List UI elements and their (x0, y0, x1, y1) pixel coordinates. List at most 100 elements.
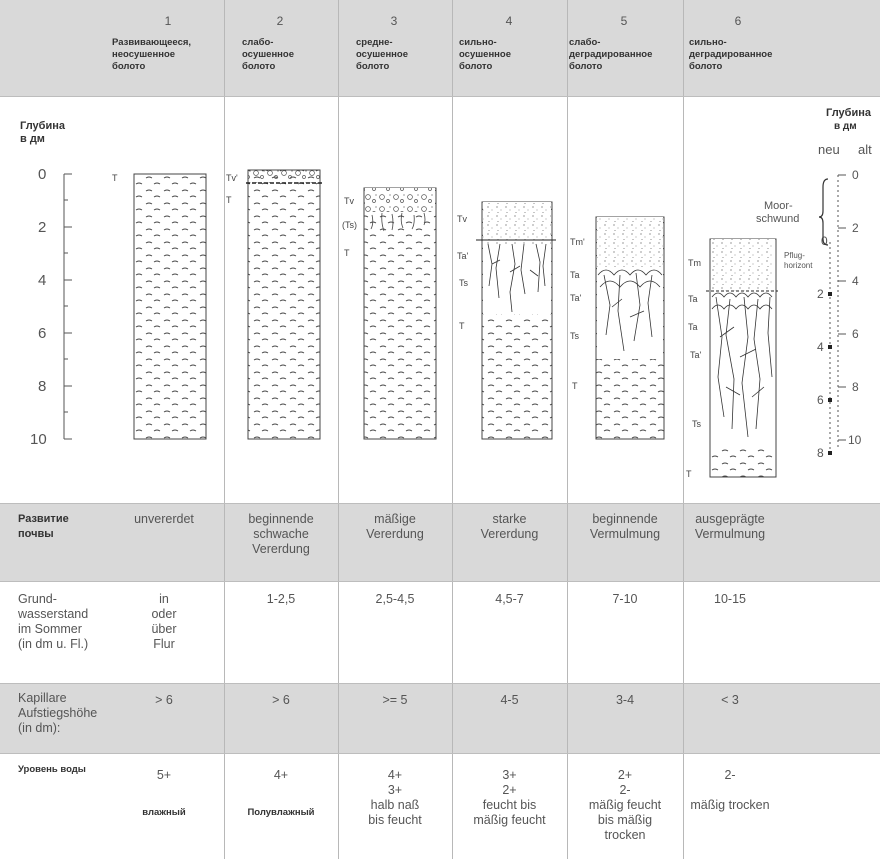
water-level-cell: 4+ 3+ halb naß bis feucht (368, 768, 422, 827)
development-cell: beginnende schwache Vererdung (248, 512, 314, 556)
capillary-cell: >= 5 (382, 693, 408, 707)
column-name: слабо- осушенное болото (242, 37, 295, 72)
development-cell: mäßige Vererdung (366, 512, 424, 541)
moorschwund-brace (818, 178, 829, 246)
svg-text:Ta': Ta' (570, 293, 582, 303)
water-level-cell: 3+ 2+ feucht bis mäßig feucht (473, 768, 546, 827)
alt-tick-label: 2 (852, 221, 859, 235)
groundwater-cell: 2,5-4,5 (375, 592, 415, 606)
water-level-cell: 2- mäßig trocken (690, 768, 770, 812)
neu-tick-label: 8 (817, 446, 824, 460)
right-depth-label-line2: в дм (834, 121, 857, 132)
water-level-cell: 2+ 2- mäßig feucht bis mäßig trocken (588, 768, 662, 842)
column-divider (683, 0, 684, 859)
neu-tick-label: 0 (821, 234, 828, 248)
svg-text:T: T (226, 195, 232, 205)
groundwater-cell: 7-10 (612, 592, 638, 606)
column-name: сильно- осушенное болото (459, 37, 512, 72)
svg-text:T: T (572, 381, 578, 391)
column-number: 5 (620, 14, 628, 28)
capillary-cell: < 3 (721, 693, 739, 707)
development-cell: unvererdet (134, 512, 194, 526)
svg-text:Tv: Tv (457, 214, 467, 224)
column-divider (224, 0, 225, 859)
development-cell: ausgeprägte Vermulmung (694, 512, 766, 541)
development-cell: beginnende Vermulmung (589, 512, 661, 541)
moisture-label: влажный (142, 807, 186, 818)
capillary-cell: 3-4 (615, 693, 635, 707)
svg-text:Ta': Ta' (690, 350, 702, 360)
groundwater-cell: 10-15 (714, 592, 746, 606)
alt-tick-label: 6 (852, 327, 859, 341)
moorschwund-label-line1: Moor- (764, 200, 793, 212)
svg-text:Ts: Ts (692, 419, 702, 429)
pflughorizont-label-line1: Pflug- (784, 251, 805, 260)
development-band (0, 503, 880, 581)
svg-text:Ta: Ta (570, 270, 580, 280)
depth-tick-label: 6 (38, 325, 46, 342)
column-divider (452, 0, 453, 859)
depth-tick-label: 8 (38, 378, 46, 395)
moorschwund-label-line2: schwund (756, 213, 799, 225)
water-level-row-label: Уровень воды (18, 764, 86, 775)
alt-tick-label: 0 (852, 168, 859, 182)
neu-tick-label: 6 (817, 393, 824, 407)
soil-profile-diagram: Глубина в дм 0 2 4 6 8 10 T Tv' T Tv (Ts… (20, 107, 872, 479)
alt-label: alt (858, 142, 872, 157)
row-divider (0, 503, 880, 504)
right-depth-label-line1: Глубина (826, 107, 872, 119)
alt-tick-label: 10 (848, 433, 862, 447)
development-cell: starke Vererdung (480, 512, 539, 541)
capillary-cell: > 6 (272, 693, 290, 707)
svg-text:Ta': Ta' (457, 251, 469, 261)
capillary-cell: 4-5 (500, 693, 519, 707)
column-name: сильно- деградированное болото (689, 37, 773, 72)
depth-tick-label: 4 (38, 272, 46, 289)
neu-tick-label: 4 (817, 340, 824, 354)
neu-label: neu (818, 142, 840, 157)
svg-text:T: T (459, 321, 465, 331)
capillary-cell: > 6 (155, 693, 173, 707)
svg-text:T: T (344, 248, 350, 258)
svg-text:Ta: Ta (688, 294, 698, 304)
svg-text:Tv': Tv' (226, 173, 238, 183)
capillary-row-label: Kapillare Aufstiegshöhe (in dm): (18, 691, 98, 735)
column-divider (338, 0, 339, 859)
svg-text:Tv: Tv (344, 196, 354, 206)
soil-profile-6: Tm Ta Ta Ta' Ts T (686, 238, 778, 479)
column-number: 1 (164, 14, 172, 28)
column-name: слабо- деградированное болото (569, 37, 653, 72)
soil-profile-5: Tm' Ta Ta' Ts T (570, 216, 665, 440)
alt-tick-label: 4 (852, 274, 859, 288)
svg-text:Ta: Ta (688, 322, 698, 332)
column-divider (567, 0, 568, 859)
soil-profile-3: Tv (Ts) T (342, 187, 437, 440)
depth-tick-label: 2 (38, 219, 46, 236)
row-divider (0, 581, 880, 582)
soil-profile-4: Tv Ta' Ts T (457, 201, 556, 440)
moisture-label: Полувлажный (247, 807, 315, 818)
depth-label-line1: Глубина (20, 120, 66, 132)
groundwater-cell: in oder über Flur (151, 592, 177, 651)
column-name: Развивающееся, неосушенное болото (112, 37, 192, 72)
row-divider (0, 683, 880, 684)
depth-axis-left (63, 173, 72, 440)
svg-text:Ts: Ts (459, 278, 469, 288)
neu-depth-axis (828, 242, 832, 457)
water-level-cell: 4+ (273, 768, 289, 782)
svg-text:Tm': Tm' (570, 237, 585, 247)
column-number: 6 (734, 14, 742, 28)
soil-profile-2: Tv' T (226, 169, 322, 440)
groundwater-cell: 1-2,5 (266, 592, 296, 606)
column-number: 3 (390, 14, 398, 28)
column-number: 4 (505, 14, 513, 28)
depth-tick-label: 0 (38, 166, 46, 183)
depth-tick-label: 10 (30, 431, 47, 448)
svg-text:T: T (112, 173, 118, 183)
alt-tick-label: 8 (852, 380, 859, 394)
column-number: 2 (276, 14, 284, 28)
row-divider (0, 753, 880, 754)
development-row-label: Развитие почвы (18, 513, 69, 540)
groundwater-cell: 4,5-7 (495, 592, 524, 606)
svg-text:Tm: Tm (688, 258, 701, 268)
